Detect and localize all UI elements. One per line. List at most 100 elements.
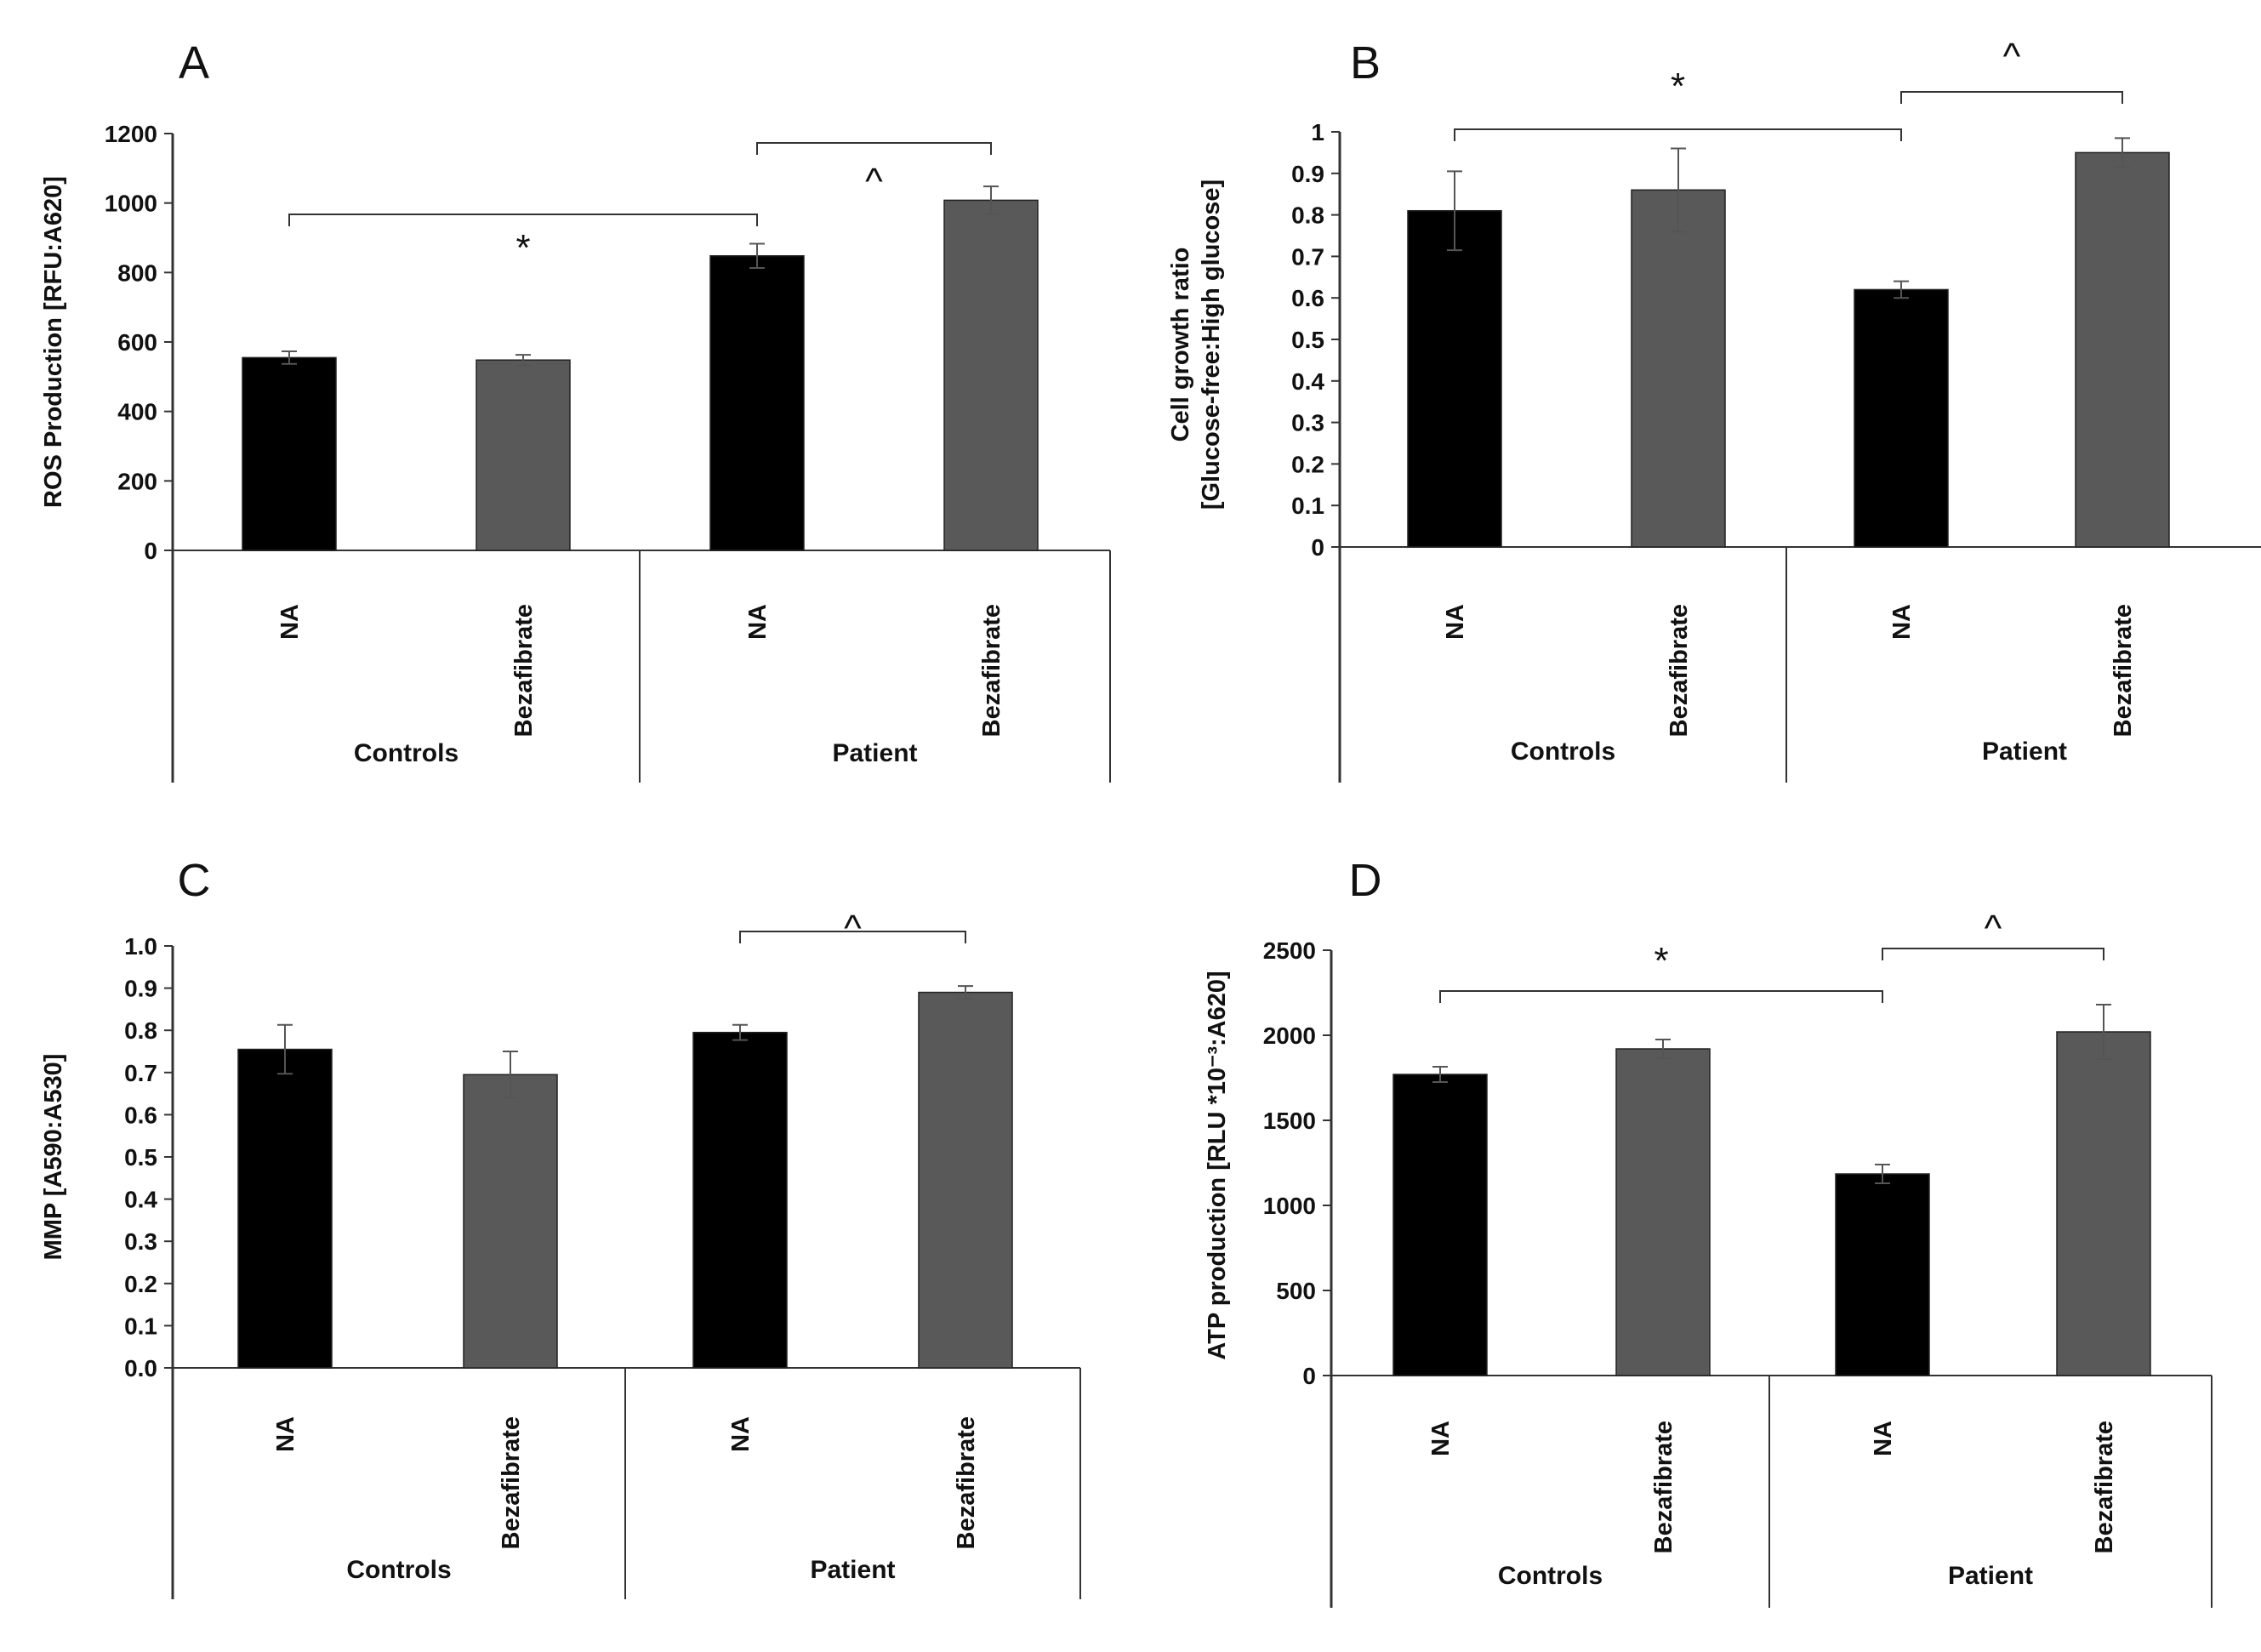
panel-letter: B <box>1350 37 1381 88</box>
y-tick-label: 0.7 <box>124 1060 157 1086</box>
y-tick-label: 0.1 <box>124 1313 157 1339</box>
bar-bezafibrate-patient <box>2075 151 2170 548</box>
bar-na-controls <box>237 1048 333 1369</box>
y-tick-label: 1000 <box>1263 1193 1316 1219</box>
y-tick-label: 0.1 <box>1291 493 1324 519</box>
group-label-patient: Patient <box>1948 1562 2033 1590</box>
significance-marker: ^ <box>865 161 883 202</box>
significance-bracket <box>739 931 966 943</box>
chart-panel-d: D 0 500 1000 1500 2000 2500 ATP production [RLU… <box>1204 855 2213 1608</box>
significance-bracket <box>1900 91 2123 104</box>
y-tick-label: 0 <box>1302 1363 1316 1389</box>
bar-bezafibrate-controls <box>476 359 571 551</box>
significance-bracket <box>1439 990 1883 1003</box>
category-label: Bezafibrate <box>2091 1421 2118 1553</box>
y-tick-label: 0.5 <box>124 1144 157 1171</box>
category-label: Bezafibrate <box>510 604 538 737</box>
y-axis-label: ATP production [RLU *10⁻³:A620] <box>1204 971 1231 1359</box>
y-tick-label: 1000 <box>105 191 157 217</box>
y-tick-label: 200 <box>117 468 157 494</box>
significance-marker: ^ <box>2003 36 2021 77</box>
bar-bezafibrate-controls <box>1615 1048 1711 1376</box>
y-tick-label: 400 <box>117 399 157 425</box>
bar-bezafibrate-patient <box>918 991 1013 1369</box>
y-tick-label: 600 <box>117 329 157 356</box>
y-tick-label: 0.0 <box>124 1355 157 1381</box>
significance-marker: * <box>515 227 530 269</box>
y-tick-label: 0.7 <box>1291 243 1324 270</box>
y-tick-label: 0.2 <box>124 1271 157 1297</box>
category-label: NA <box>1427 1421 1455 1456</box>
group-label-controls: Controls <box>1511 738 1615 766</box>
panel-letter: A <box>179 37 209 88</box>
y-tick-label: 0.3 <box>124 1228 157 1255</box>
group-label-patient: Patient <box>832 739 917 767</box>
y-tick-label: 500 <box>1276 1278 1316 1304</box>
significance-bracket <box>288 214 758 226</box>
panel-letter: C <box>178 855 211 906</box>
y-tick-label: 0.3 <box>1291 410 1324 436</box>
bar-bezafibrate-patient <box>2056 1031 2151 1376</box>
y-tick-label: 0.8 <box>1291 202 1324 229</box>
significance-marker: ^ <box>1985 908 2002 949</box>
group-label-controls: Controls <box>1498 1562 1603 1590</box>
y-tick-label: 1 <box>1311 119 1324 145</box>
y-tick-label: 0.6 <box>1291 285 1324 311</box>
panel-letter: D <box>1349 855 1382 906</box>
category-label: Bezafibrate <box>2110 604 2137 737</box>
y-tick-label: 1.0 <box>124 933 157 960</box>
bar-bezafibrate-controls <box>463 1074 558 1369</box>
category-label: NA <box>1888 604 1916 640</box>
y-axis-label-line: ATP production [RLU *10⁻³:A620] <box>1204 971 1231 1359</box>
category-label: Bezafibrate <box>498 1416 525 1549</box>
y-axis-label: ROS Production [RFU:A620] <box>40 176 67 508</box>
y-tick-label: 0.8 <box>124 1017 157 1044</box>
y-tick-label: 0.2 <box>1291 451 1324 477</box>
y-tick-label: 2000 <box>1263 1023 1316 1049</box>
y-axis-label: Cell growth ratio [Glucose-free:High gluc… <box>1167 179 1225 510</box>
category-label: NA <box>1870 1421 1897 1456</box>
bar-na-patient <box>1835 1173 1930 1376</box>
bar-na-patient <box>692 1031 788 1369</box>
y-tick-label: 0 <box>1311 534 1324 561</box>
y-tick-label: 0 <box>144 538 157 564</box>
bar-na-patient <box>709 254 805 551</box>
y-tick-label: 0.9 <box>1291 161 1324 187</box>
y-axis-label: MMP [A590:A530] <box>40 1054 67 1261</box>
y-tick-label: 2500 <box>1263 937 1316 964</box>
category-label: Bezafibrate <box>1666 604 1693 737</box>
y-tick-label: 1500 <box>1263 1108 1316 1134</box>
y-axis-label-line: [Glucose-free:High glucose] <box>1198 179 1225 510</box>
significance-bracket <box>756 142 992 155</box>
category-label: NA <box>276 604 304 640</box>
y-tick-label: 0.5 <box>1291 327 1324 353</box>
y-tick-label: 0.4 <box>1291 368 1324 395</box>
significance-marker: * <box>1654 940 1668 982</box>
y-tick-label: 0.9 <box>124 976 157 1002</box>
category-label: Bezafibrate <box>1650 1421 1677 1553</box>
group-label-controls: Controls <box>354 739 458 767</box>
bar-na-controls <box>1407 209 1502 548</box>
category-label: Bezafibrate <box>953 1416 980 1549</box>
chart-panel-b: B 0 0.1 0.2 0.3 0.4 0.5 0.6 0.7 0.8 0.9 1 Cell growt… <box>1167 36 2261 783</box>
chart-panel-a: A 0 200 400 600 800 1000 1200 ROS Production [RF… <box>40 37 1111 783</box>
group-label-controls: Controls <box>346 1556 451 1584</box>
y-tick-label: 800 <box>117 259 157 286</box>
category-label: NA <box>1442 604 1469 640</box>
significance-bracket <box>1454 128 1902 141</box>
y-axis-label-line: Cell growth ratio <box>1167 248 1194 442</box>
y-tick-label: 0.6 <box>124 1102 157 1128</box>
bar-na-controls <box>242 356 337 551</box>
group-label-patient: Patient <box>1982 738 2067 766</box>
bar-na-patient <box>1854 288 1949 548</box>
chart-panel-c: C 0.0 0.1 0.2 0.3 0.4 0.5 0.6 0.7 0.8 0.9 1.0 MMP [A… <box>40 855 1081 1599</box>
bar-na-controls <box>1392 1074 1488 1376</box>
bar-bezafibrate-controls <box>1631 189 1726 548</box>
category-label: NA <box>744 604 772 640</box>
y-tick-label: 1200 <box>105 121 157 147</box>
category-label: Bezafibrate <box>978 604 1005 737</box>
y-axis-label-line: MMP [A590:A530] <box>40 1054 67 1261</box>
category-label: NA <box>727 1416 755 1452</box>
category-label: NA <box>272 1416 299 1452</box>
